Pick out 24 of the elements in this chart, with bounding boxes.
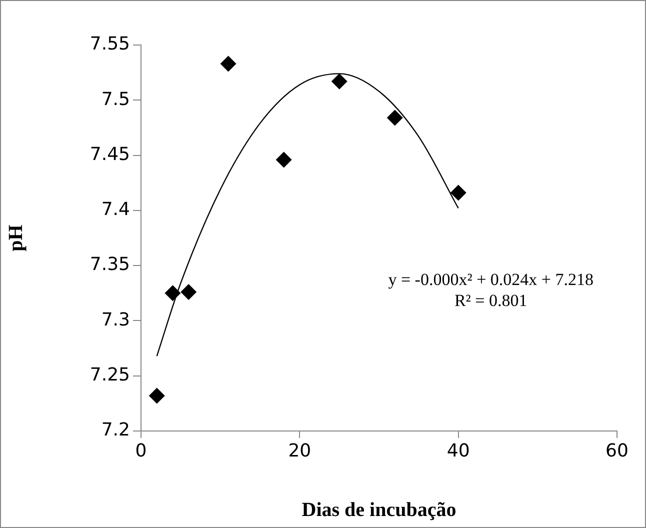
point (220, 56, 236, 72)
point (331, 73, 348, 90)
y-tick-label: 7.35 (90, 254, 130, 276)
point (148, 388, 165, 404)
point (276, 152, 292, 168)
y-tick-label: 7.3 (101, 309, 130, 330)
point (180, 284, 197, 300)
annotation: R² = 0.801 (454, 290, 528, 310)
x-axis-title: Dias de incubação (302, 499, 456, 522)
y-tick-label: 7.45 (90, 144, 130, 165)
point (450, 184, 466, 201)
y-tick-label: 7.25 (90, 364, 130, 386)
y-tick-label: 7.4 (101, 199, 130, 220)
point (386, 110, 403, 126)
y-tick-label: 7.55 (90, 34, 130, 55)
point (164, 285, 181, 302)
x-tick-label: 60 (606, 440, 628, 462)
x-tick-label: 20 (288, 440, 312, 462)
x-tick-label: 40 (446, 440, 470, 462)
annotation: y = -0.000x² + 0.024x + 7.218 (388, 270, 594, 289)
y-axis-title: pH (5, 224, 28, 252)
x-tick-label: 0 (135, 440, 147, 462)
y-tick-label: 7.2 (101, 420, 130, 441)
y-tick-label: 7.5 (101, 88, 130, 110)
